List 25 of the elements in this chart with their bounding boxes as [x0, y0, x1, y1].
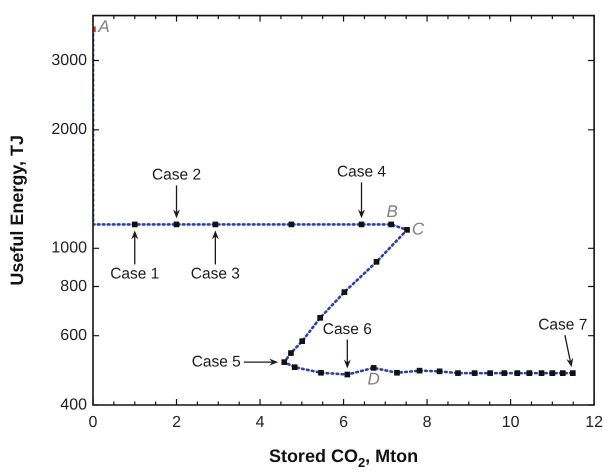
- y-tick-label: 400: [60, 396, 88, 414]
- y-tick-label: 1000: [51, 240, 88, 257]
- x-tick-label: 10: [502, 414, 520, 432]
- y-tick-label: 3000: [51, 52, 88, 69]
- annotation: Case 6: [322, 320, 372, 338]
- annotation: B: [386, 202, 398, 222]
- annotation: Case 5: [192, 353, 241, 370]
- annotation: Case 2: [152, 166, 202, 184]
- x-tick-label: 0: [88, 414, 98, 432]
- x-tick-label: 6: [339, 414, 348, 432]
- x-tick-label: 12: [585, 414, 604, 432]
- y-axis-title: Useful Energy, TJ: [6, 134, 27, 286]
- annotation: Case 3: [190, 266, 240, 283]
- y-tick-label: 600: [60, 327, 88, 344]
- x-tick-label: 4: [256, 414, 265, 432]
- y-tick-label: 2000: [51, 121, 88, 138]
- annotation: Case 4: [336, 164, 386, 181]
- annotation: D: [367, 370, 380, 389]
- x-tick-label: 2: [172, 414, 182, 432]
- annotation: C: [412, 220, 425, 239]
- annotation: Case 7: [538, 316, 588, 334]
- y-tick-label: 800: [60, 278, 88, 295]
- x-tick-label: 8: [422, 414, 432, 432]
- annotation: A: [97, 17, 110, 36]
- annotation: Case 1: [110, 266, 160, 283]
